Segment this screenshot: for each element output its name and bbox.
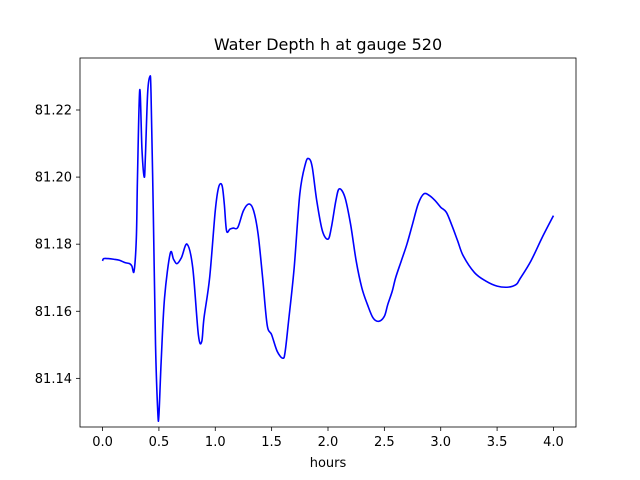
- y-tick-label: 81.14: [35, 372, 72, 387]
- x-tick-label: 4.0: [543, 435, 564, 450]
- x-tick-label: 2.5: [374, 435, 395, 450]
- chart-title: Water Depth h at gauge 520: [214, 35, 442, 54]
- series-line: [101, 75, 555, 422]
- x-tick-label: 1.0: [205, 435, 226, 450]
- x-tick-label: 3.0: [430, 435, 451, 450]
- y-tick-label: 81.18: [35, 238, 72, 253]
- x-tick-label: 3.5: [487, 435, 508, 450]
- y-tick-label: 81.16: [35, 305, 72, 320]
- y-tick-label: 81.22: [35, 103, 72, 118]
- x-tick-label: 2.0: [318, 435, 339, 450]
- x-axis-label: hours: [310, 456, 347, 471]
- y-tick-label: 81.20: [35, 171, 72, 186]
- x-tick-label: 1.5: [261, 435, 282, 450]
- y-axis: 81.14 81.16 81.18 81.20 81.22: [35, 103, 80, 387]
- x-tick-label: 0.5: [149, 435, 170, 450]
- x-axis: 0.0 0.5 1.0 1.5 2.0 2.5 3.0 3.5 4.0: [92, 427, 564, 450]
- x-tick-label: 0.0: [92, 435, 113, 450]
